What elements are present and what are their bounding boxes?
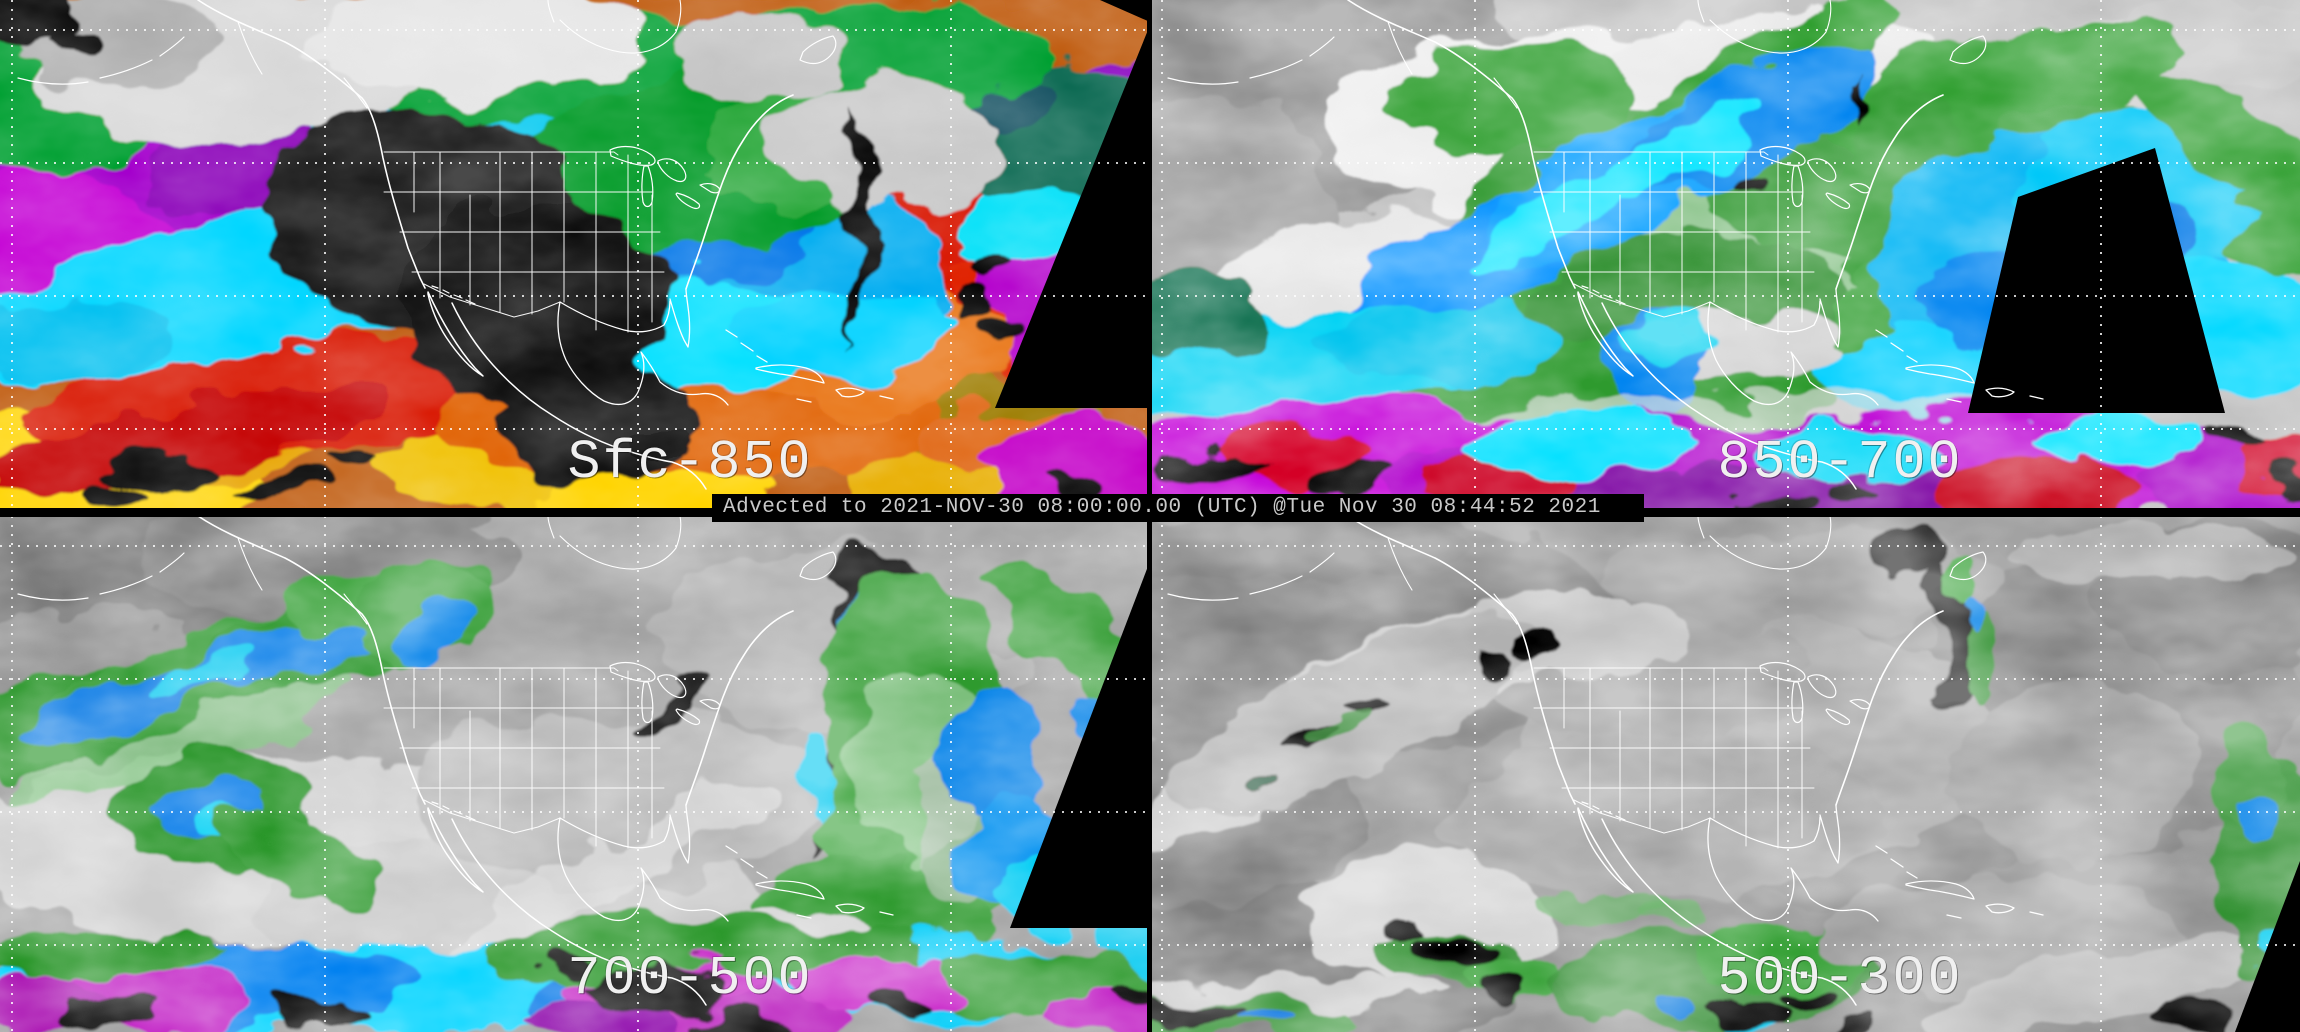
- cloud-texture: [1150, 516, 2300, 1032]
- satellite-imagery-700-500: [0, 516, 1150, 1032]
- satellite-imagery-850-700: [1150, 0, 2300, 516]
- cloud-texture: [0, 0, 1150, 516]
- panel-label-sfc-850: Sfc-850: [567, 431, 813, 494]
- timestamp-bar: Advected to 2021-NOV-30 08:00:00.00 (UTC…: [712, 494, 1644, 522]
- no-data-limb-wedge: [995, 0, 1150, 408]
- satellite-imagery-sfc-850: [0, 0, 1150, 516]
- cloud-texture: [0, 516, 1150, 1032]
- panel-700-500: 700-500: [0, 516, 1150, 1032]
- panel-500-300: 500-300: [1150, 516, 2300, 1032]
- no-data-limb-wedge: [1010, 561, 1150, 928]
- no-data-limb-wedge: [1968, 148, 2225, 413]
- panel-sfc-850: Sfc-850: [0, 0, 1150, 516]
- panel-label-500-300: 500-300: [1717, 947, 1963, 1010]
- panel-label-850-700: 850-700: [1717, 431, 1963, 494]
- panel-label-700-500: 700-500: [567, 947, 813, 1010]
- no-data-limb-wedge: [2235, 861, 2300, 1032]
- satellite-imagery-500-300: [1150, 516, 2300, 1032]
- panel-850-700: 850-700: [1150, 0, 2300, 516]
